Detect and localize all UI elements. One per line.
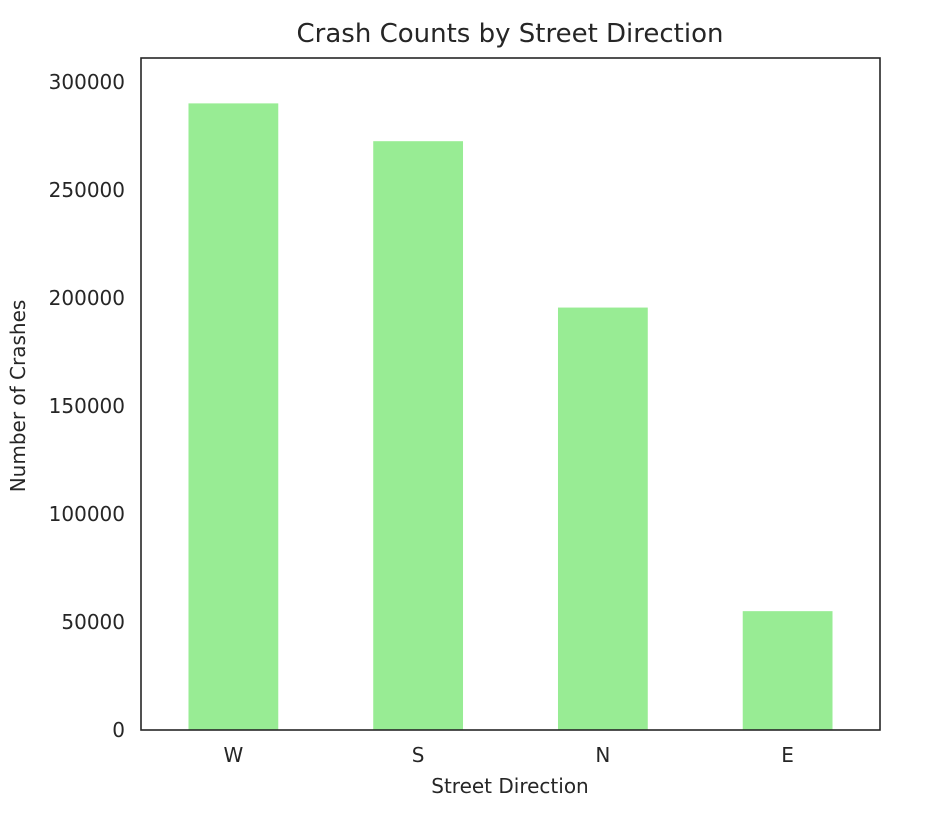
- bar-w: [188, 103, 279, 730]
- y-axis-label: Number of Crashes: [6, 300, 30, 493]
- y-tick-label: 300000: [49, 70, 125, 94]
- y-tick-label: 100000: [49, 502, 125, 526]
- bar-e: [742, 611, 833, 730]
- x-tick-label: N: [595, 743, 610, 767]
- x-axis-label: Street Direction: [431, 774, 588, 798]
- x-tick-label: E: [781, 743, 794, 767]
- y-tick-label: 200000: [49, 286, 125, 310]
- y-tick-label: 50000: [61, 610, 125, 634]
- bars-layer: [188, 103, 833, 730]
- bar-n: [557, 307, 648, 730]
- x-tick-label: S: [412, 743, 425, 767]
- bar-s: [373, 141, 464, 730]
- y-tick-label: 150000: [49, 394, 125, 418]
- plot-area-frame: [140, 57, 881, 731]
- x-tick-label: W: [223, 743, 243, 767]
- y-tick-label: 0: [112, 718, 125, 742]
- y-axis-ticks: 0 50000 100000 150000 200000 250000 300000: [49, 70, 125, 742]
- y-tick-label: 250000: [49, 178, 125, 202]
- chart-title: Crash Counts by Street Direction: [297, 19, 724, 49]
